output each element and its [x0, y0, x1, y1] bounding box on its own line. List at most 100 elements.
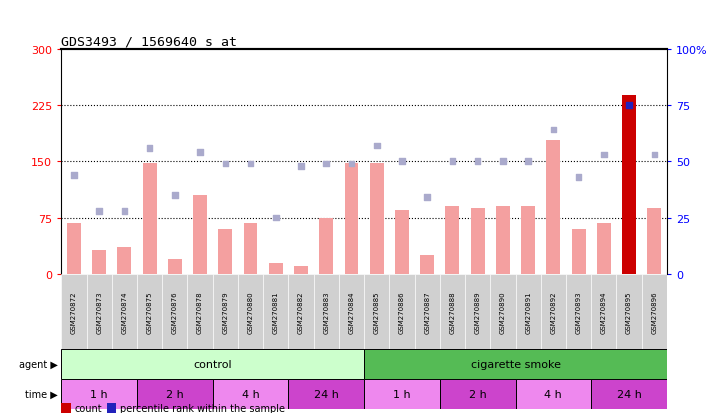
Bar — [395, 211, 409, 274]
Text: GSM270893: GSM270893 — [575, 290, 582, 333]
Bar — [137, 379, 213, 409]
Point — [522, 159, 534, 165]
Point — [397, 159, 408, 165]
Text: GSM270892: GSM270892 — [550, 290, 557, 333]
Bar — [591, 379, 667, 409]
Bar — [288, 274, 314, 349]
Text: 24 h: 24 h — [616, 389, 642, 399]
Bar — [67, 223, 81, 274]
Bar — [616, 274, 642, 349]
Text: GSM270894: GSM270894 — [601, 290, 607, 333]
Text: GSM270885: GSM270885 — [373, 290, 380, 333]
Text: GSM270895: GSM270895 — [626, 290, 632, 333]
Bar — [339, 274, 364, 349]
Bar — [471, 208, 485, 274]
Point — [144, 145, 156, 152]
Text: 1 h: 1 h — [90, 389, 108, 399]
Bar — [213, 274, 238, 349]
Bar — [364, 274, 389, 349]
Bar — [547, 141, 560, 274]
Text: time ▶: time ▶ — [25, 389, 58, 399]
Bar — [112, 274, 137, 349]
Text: GSM270890: GSM270890 — [500, 290, 506, 333]
Text: GSM270874: GSM270874 — [121, 290, 128, 333]
Point — [447, 159, 459, 165]
Text: GSM270881: GSM270881 — [273, 290, 279, 333]
Text: GSM270886: GSM270886 — [399, 290, 405, 333]
Bar — [314, 274, 339, 349]
Point — [472, 159, 484, 165]
Bar — [143, 164, 156, 274]
Bar — [415, 274, 440, 349]
Point — [649, 152, 660, 159]
Bar — [516, 379, 591, 409]
Text: GSM270891: GSM270891 — [525, 290, 531, 333]
Text: 1 h: 1 h — [393, 389, 411, 399]
Bar — [213, 379, 288, 409]
Bar — [263, 274, 288, 349]
Point — [220, 161, 231, 167]
Bar — [294, 267, 308, 274]
Point — [548, 127, 559, 134]
Bar — [370, 164, 384, 274]
Text: GSM270875: GSM270875 — [146, 290, 153, 333]
Text: GSM270880: GSM270880 — [247, 290, 254, 333]
Bar — [566, 274, 591, 349]
Bar — [61, 274, 87, 349]
Bar — [516, 274, 541, 349]
Bar — [521, 207, 535, 274]
Text: 4 h: 4 h — [544, 389, 562, 399]
Bar — [345, 164, 358, 274]
Bar — [490, 274, 516, 349]
Text: GSM270882: GSM270882 — [298, 290, 304, 333]
Text: 4 h: 4 h — [242, 389, 260, 399]
Bar — [92, 250, 106, 274]
Text: cigarette smoke: cigarette smoke — [471, 359, 560, 369]
Point — [245, 161, 257, 167]
Text: control: control — [193, 359, 232, 369]
Bar — [440, 274, 465, 349]
Bar — [269, 263, 283, 274]
Bar — [244, 223, 257, 274]
Point — [346, 161, 358, 167]
Text: count: count — [75, 403, 102, 413]
Bar — [193, 195, 207, 274]
Bar — [187, 274, 213, 349]
Bar — [168, 259, 182, 274]
Point — [497, 159, 509, 165]
Point — [68, 172, 80, 179]
Point — [118, 208, 131, 215]
Text: GSM270884: GSM270884 — [348, 290, 355, 333]
Bar — [541, 274, 566, 349]
Point — [624, 102, 635, 109]
Bar — [591, 274, 616, 349]
Point — [270, 215, 282, 221]
Bar — [218, 229, 232, 274]
Text: percentile rank within the sample: percentile rank within the sample — [120, 403, 286, 413]
Text: GSM270896: GSM270896 — [651, 290, 658, 333]
Text: GSM270876: GSM270876 — [172, 290, 178, 333]
Text: GSM270878: GSM270878 — [197, 290, 203, 333]
Text: GSM270872: GSM270872 — [71, 290, 77, 333]
Point — [94, 208, 105, 215]
Bar — [446, 207, 459, 274]
Bar — [389, 274, 415, 349]
Bar — [162, 274, 187, 349]
Point — [195, 150, 206, 156]
Bar — [642, 274, 667, 349]
Text: 2 h: 2 h — [469, 389, 487, 399]
Bar — [288, 379, 364, 409]
Bar — [364, 349, 667, 379]
Text: GSM270879: GSM270879 — [222, 290, 229, 333]
Bar — [597, 223, 611, 274]
Bar — [87, 274, 112, 349]
Text: 24 h: 24 h — [314, 389, 339, 399]
Bar — [647, 208, 661, 274]
Bar — [118, 247, 131, 274]
Bar — [622, 96, 636, 274]
Bar — [61, 349, 364, 379]
Text: GDS3493 / 1569640_s_at: GDS3493 / 1569640_s_at — [61, 35, 237, 47]
Point — [169, 192, 181, 199]
Point — [371, 143, 383, 150]
Bar — [420, 255, 434, 274]
